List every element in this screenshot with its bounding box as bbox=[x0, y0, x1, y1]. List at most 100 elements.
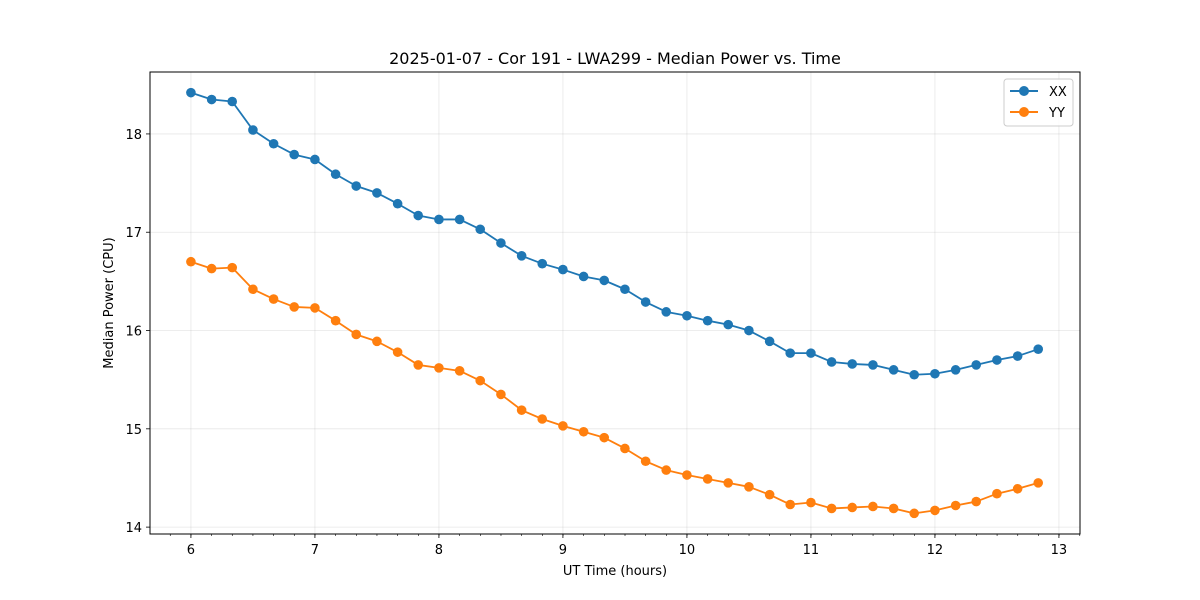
series-yy-point bbox=[206, 263, 217, 274]
series-xx-point bbox=[454, 214, 465, 225]
series-xx-point bbox=[186, 87, 196, 98]
series-xx-point bbox=[806, 348, 816, 358]
series-xx-point bbox=[620, 284, 630, 295]
series-yy-point bbox=[1012, 483, 1023, 494]
legend-xx-marker bbox=[1019, 86, 1029, 96]
series-yy-point bbox=[537, 414, 548, 424]
series-xx-point bbox=[930, 368, 940, 379]
series-yy-point bbox=[785, 499, 796, 510]
series-xx-point bbox=[826, 357, 837, 367]
series-yy-point bbox=[558, 421, 568, 431]
series-xx-point bbox=[434, 214, 444, 225]
series-yy-point bbox=[516, 405, 527, 415]
series-xx-point bbox=[950, 365, 961, 375]
series-xx-point bbox=[496, 238, 506, 248]
series-yy-point bbox=[888, 503, 899, 514]
series-xx-point bbox=[1033, 344, 1044, 355]
series-xx-point bbox=[661, 307, 672, 317]
series-xx-point bbox=[992, 355, 1002, 365]
series-yy-point bbox=[289, 302, 300, 312]
series-xx-point bbox=[413, 210, 424, 221]
series-xx-point bbox=[537, 258, 548, 269]
series-yy-point bbox=[826, 503, 837, 514]
series-xx-point bbox=[248, 125, 258, 135]
y-axis-label: Median Power (CPU) bbox=[102, 237, 117, 368]
x-axis-label: UT Time (hours) bbox=[563, 564, 667, 579]
series-yy-point bbox=[372, 336, 382, 347]
series-yy-point bbox=[620, 443, 630, 454]
series-yy-point bbox=[744, 482, 754, 492]
series-xx-point bbox=[516, 251, 527, 261]
y-tick-label: 18 bbox=[125, 128, 142, 143]
series-yy-point bbox=[682, 470, 692, 480]
series-xx-point bbox=[310, 154, 320, 165]
series-yy-point bbox=[227, 262, 238, 273]
series-yy-point bbox=[1033, 478, 1044, 488]
series-yy-point bbox=[186, 256, 196, 267]
legend: XX YY bbox=[1003, 78, 1074, 127]
series-xx-point bbox=[847, 359, 858, 369]
series-yy-point bbox=[496, 389, 506, 400]
series-xx-point bbox=[640, 297, 651, 307]
x-tick-label: 6 bbox=[187, 543, 195, 558]
legend-xx-label: XX bbox=[1049, 85, 1067, 100]
series-yy-point bbox=[578, 426, 589, 437]
series-xx-point bbox=[702, 315, 713, 326]
series-xx-point bbox=[909, 369, 920, 380]
series-xx-point bbox=[206, 94, 217, 105]
x-tick-label: 11 bbox=[803, 543, 820, 558]
series-yy-point bbox=[248, 284, 258, 295]
series bbox=[186, 87, 1044, 519]
series-yy-point bbox=[764, 489, 775, 500]
series-yy-point bbox=[640, 456, 651, 467]
series-xx-point bbox=[971, 360, 982, 370]
series-yy-point bbox=[454, 366, 465, 376]
series-xx-point bbox=[475, 224, 486, 235]
series-yy-point bbox=[909, 508, 920, 519]
chart-title: 2025-01-07 - Cor 191 - LWA299 - Median P… bbox=[389, 49, 841, 68]
series-xx-point bbox=[227, 96, 238, 107]
series-xx-point bbox=[744, 325, 754, 336]
x-tick-label: 7 bbox=[311, 543, 319, 558]
series-yy-point bbox=[847, 502, 858, 513]
series-xx-point bbox=[785, 348, 796, 358]
series-xx-point bbox=[351, 181, 362, 191]
x-tick-label: 9 bbox=[559, 543, 567, 558]
series-xx-point bbox=[723, 319, 734, 330]
series-yy-point bbox=[702, 474, 713, 484]
plot-frame bbox=[149, 71, 1081, 535]
series-yy-point bbox=[599, 432, 610, 443]
series-xx-point bbox=[599, 275, 610, 286]
y-tick-label: 17 bbox=[125, 226, 142, 241]
series-yy-point bbox=[351, 329, 362, 340]
series-yy-point bbox=[992, 488, 1002, 499]
series-xx-point bbox=[888, 365, 899, 375]
series-yy-point bbox=[661, 465, 672, 475]
series-yy-point bbox=[392, 347, 403, 357]
series-xx-point bbox=[392, 198, 403, 209]
x-tick-label: 10 bbox=[679, 543, 696, 558]
x-tick-label: 13 bbox=[1051, 543, 1068, 558]
series-xx-point bbox=[289, 149, 300, 160]
series-xx-point bbox=[578, 271, 589, 282]
series-yy-point bbox=[330, 315, 341, 326]
x-tick-label: 12 bbox=[927, 543, 944, 558]
series-xx-point bbox=[682, 310, 692, 321]
series-xx-point bbox=[868, 360, 878, 370]
series-yy-point bbox=[930, 505, 940, 516]
series-yy-point bbox=[971, 496, 982, 507]
series-xx-point bbox=[558, 264, 568, 275]
legend-yy-label: YY bbox=[1048, 106, 1065, 121]
series-yy-point bbox=[868, 501, 878, 512]
y-tick-label: 16 bbox=[125, 325, 142, 340]
legend-yy-marker bbox=[1019, 107, 1029, 117]
series-yy-point bbox=[950, 500, 961, 511]
ticks: 6 7 8 9 10 11 12 13 14 15 16 17 18 bbox=[125, 128, 1081, 558]
grid bbox=[150, 72, 1080, 534]
series-yy-point bbox=[475, 375, 486, 386]
series-xx-point bbox=[372, 188, 382, 198]
series-xx-point bbox=[268, 138, 279, 149]
series-yy-point bbox=[434, 363, 444, 373]
